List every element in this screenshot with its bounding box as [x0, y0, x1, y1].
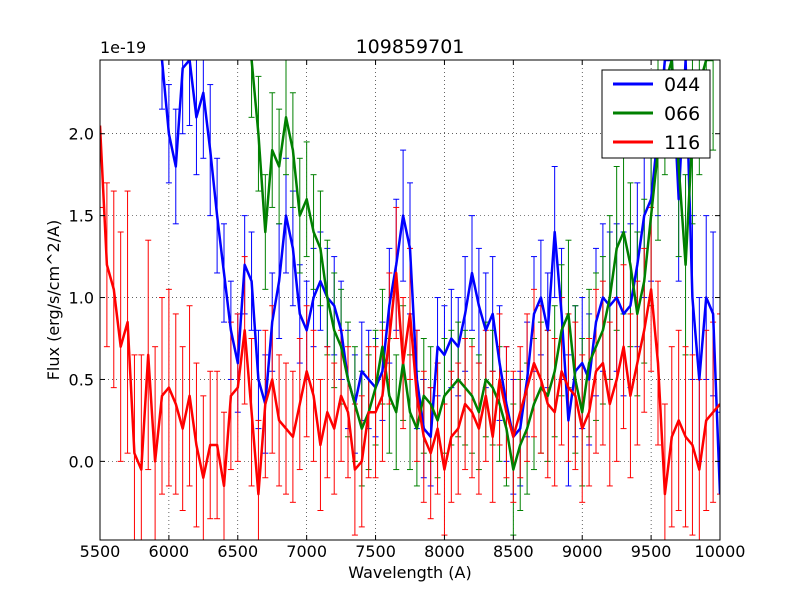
legend-label-116: 116 [664, 132, 700, 154]
x-tick-label: 6500 [217, 542, 258, 561]
x-axis-label: Wavelength (A) [348, 563, 471, 582]
x-tick-label: 9000 [562, 542, 603, 561]
x-tick-label: 8500 [493, 542, 534, 561]
legend-label-066: 066 [664, 103, 700, 125]
y-tick-label: 1.0 [69, 289, 94, 308]
y-tick-label: 2.0 [69, 125, 94, 144]
legend: 044 066 116 [601, 69, 711, 159]
y-tick-label: 1.5 [69, 207, 94, 226]
y-tick-label: 0.0 [69, 452, 94, 471]
series-line-116 [100, 125, 720, 496]
x-tick-label: 6000 [149, 542, 190, 561]
x-tick-label: 5500 [80, 542, 121, 561]
y-tick-label: 0.5 [69, 370, 94, 389]
series-lines [100, 60, 720, 496]
x-tick-label: 7000 [286, 542, 327, 561]
series-line-044 [160, 60, 720, 495]
y-axis-label: Flux (erg/s/cm^2/A) [44, 220, 63, 381]
plot-frame [99, 59, 721, 541]
series-line-066 [250, 60, 714, 471]
legend-label-044: 044 [664, 74, 700, 96]
x-tick-label: 7500 [355, 542, 396, 561]
y-offset-label: 1e-19 [100, 38, 146, 57]
ticks: 5500 6000 6500 7000 7500 8000 8500 9000 9500 1000… [69, 60, 746, 561]
x-tick-label: 8000 [424, 542, 465, 561]
x-tick-label: 10000 [695, 542, 746, 561]
x-tick-label: 9500 [631, 542, 672, 561]
chart-title: 109859701 [356, 36, 465, 58]
